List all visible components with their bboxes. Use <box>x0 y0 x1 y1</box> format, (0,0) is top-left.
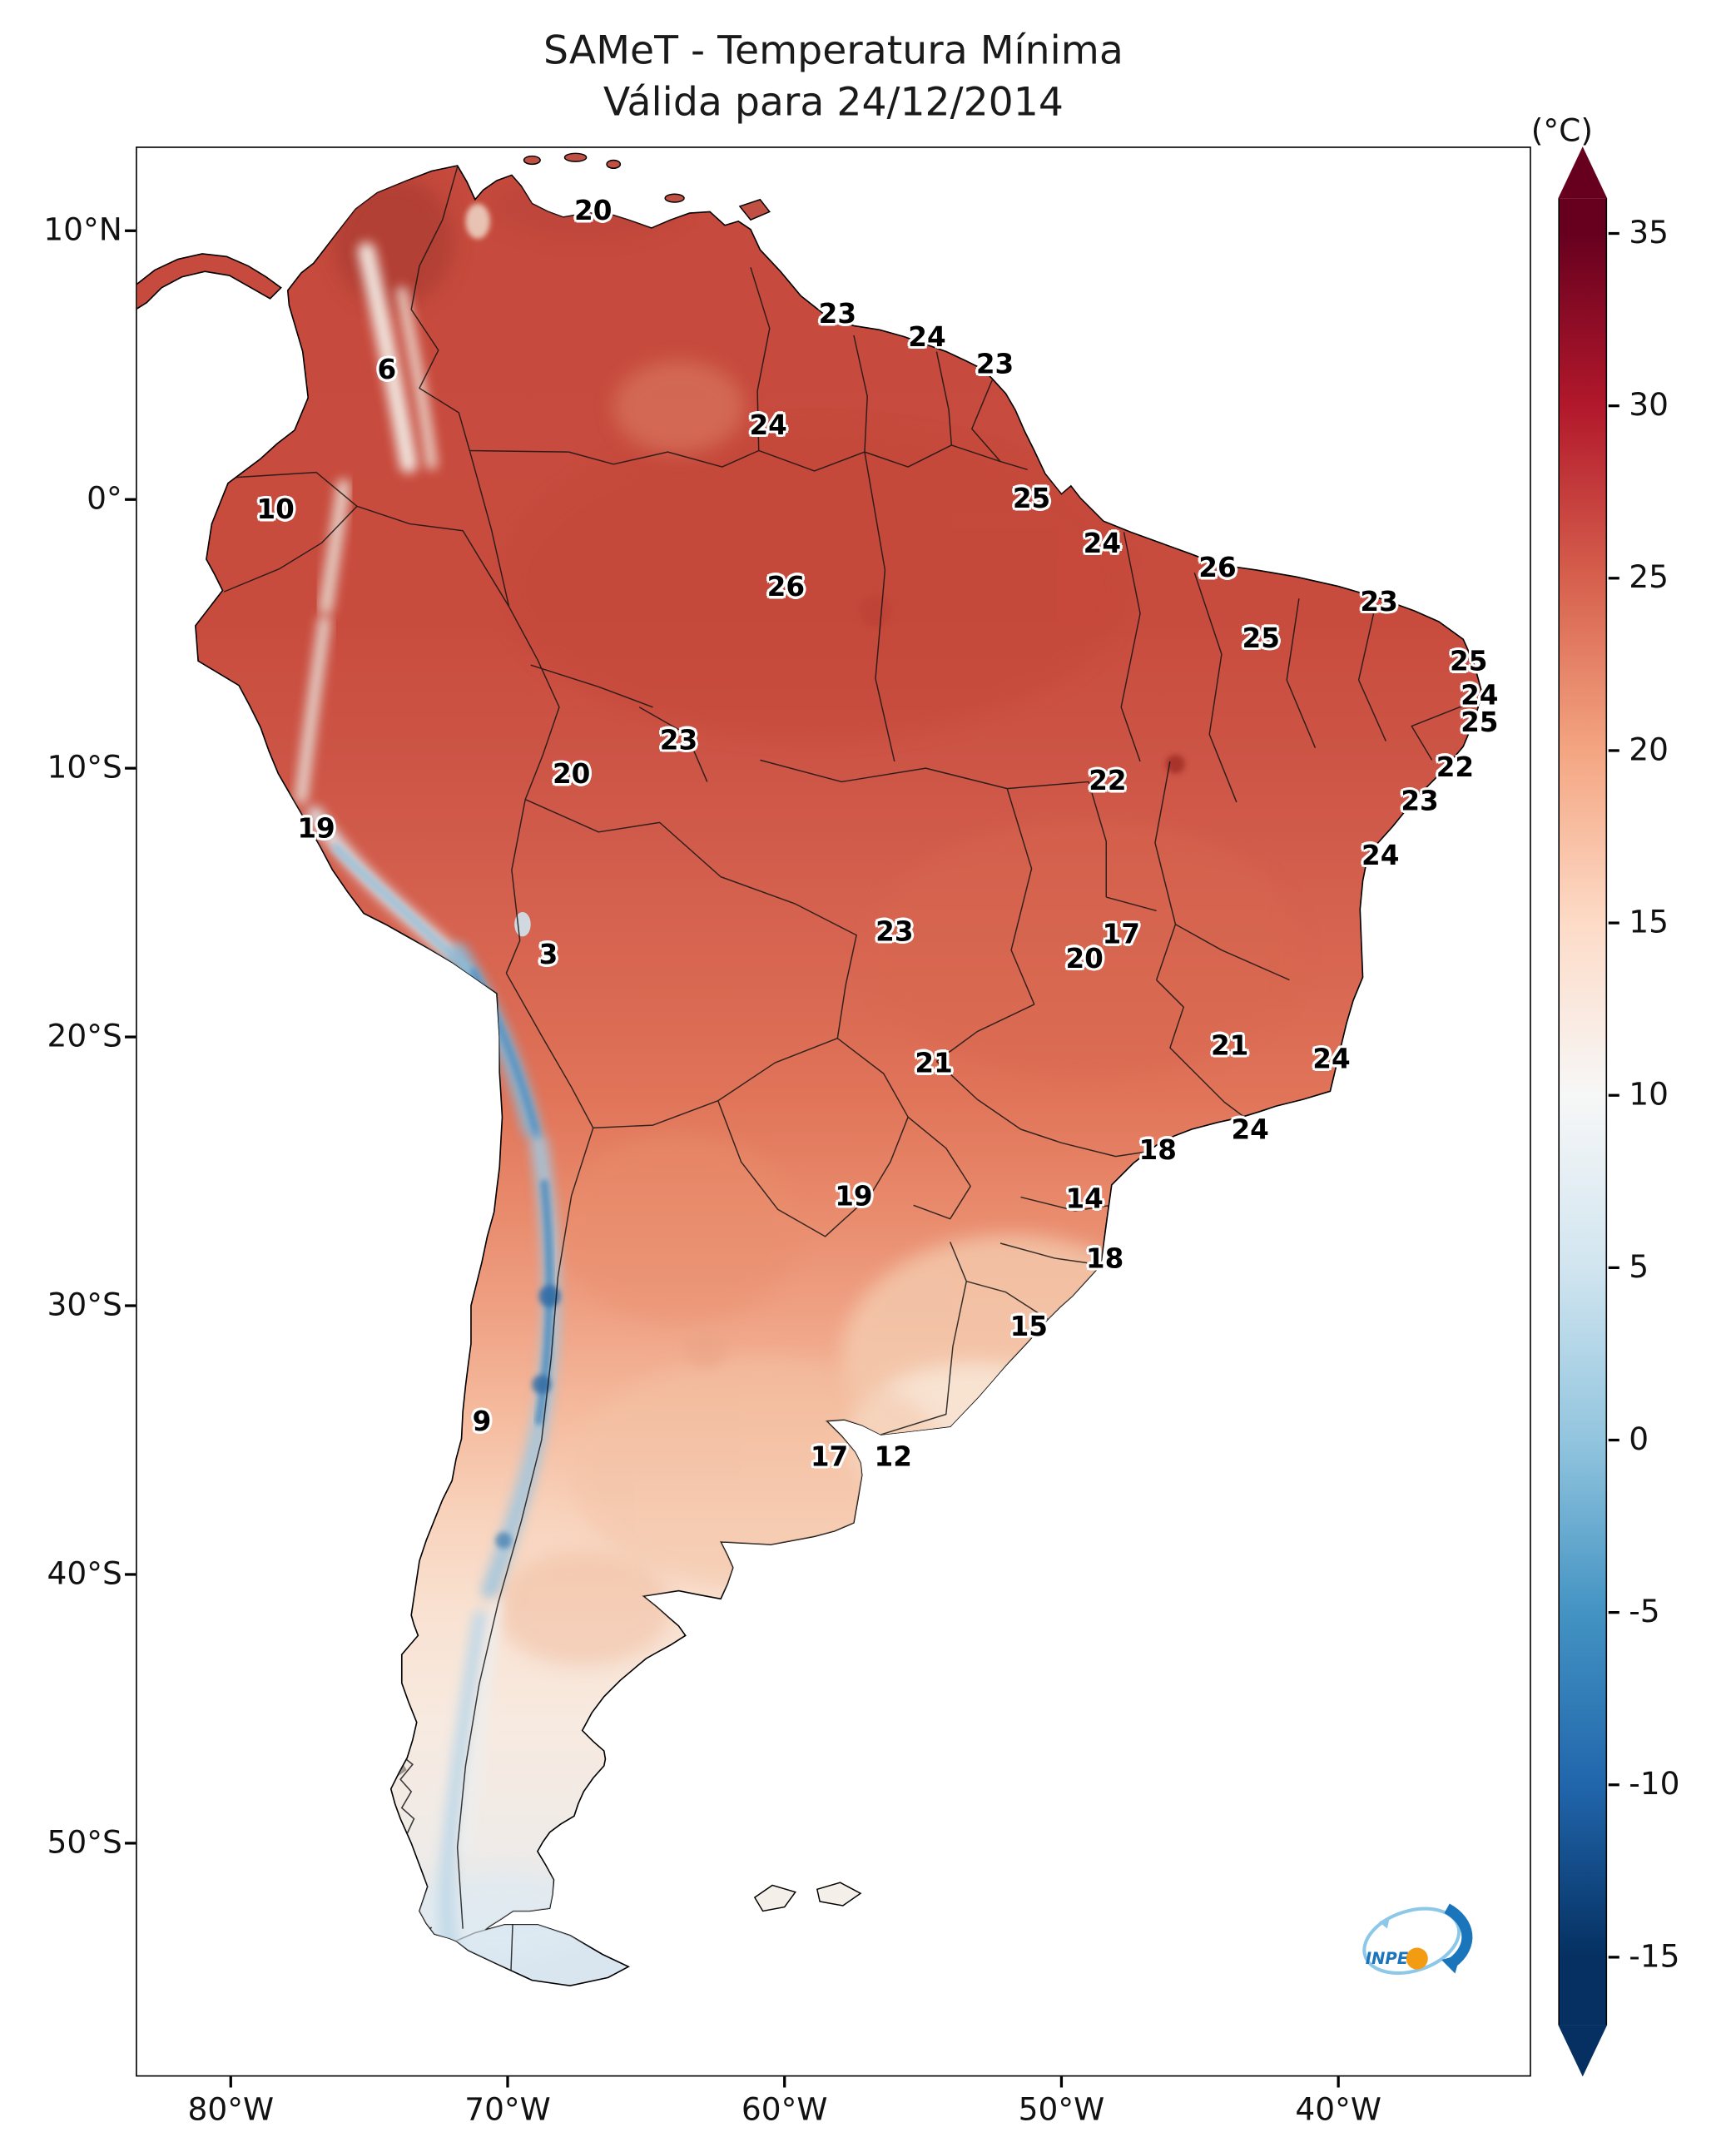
country-and-state-borders <box>223 166 1464 1986</box>
lon-tickmark <box>506 2076 509 2088</box>
colorbar-tick-label: 10 <box>1629 1078 1669 1113</box>
inpe-logo: INPE <box>1352 1887 1482 1995</box>
colorbar-tick-label: 25 <box>1629 560 1669 597</box>
colorbar-tickmark <box>1608 1439 1619 1441</box>
colorbar-tick-label: 0 <box>1629 1422 1649 1458</box>
orbit-icon <box>1362 1907 1461 1976</box>
lon-tick-label: 40°W <box>1295 2093 1381 2129</box>
lon-tickmark <box>230 2076 232 2088</box>
colorbar-tick-label: -15 <box>1629 1939 1680 1976</box>
colorbar-tickmark <box>1608 1956 1619 1959</box>
inpe-logo-text: INPE <box>1366 1949 1409 1968</box>
lat-tickmark <box>125 766 136 770</box>
map-plot-area <box>136 146 1531 2077</box>
colorbar-tick-label: -10 <box>1629 1767 1680 1802</box>
figure-title-line2: Válida para 24/12/2014 <box>603 78 1064 126</box>
colorbar-extend-max-arrow <box>1558 146 1608 199</box>
south-america-map <box>136 152 1483 1986</box>
caribbean-islet-2 <box>563 152 587 162</box>
orbit-arrowhead-icon <box>1379 1916 1391 1929</box>
colorbar-tick-label: -5 <box>1629 1594 1660 1630</box>
panama-isthmus-shape <box>136 252 281 310</box>
islands <box>523 152 861 1912</box>
lon-tick-label: 60°W <box>741 2093 828 2129</box>
colorbar-tick-label: 20 <box>1629 732 1669 769</box>
orange-sphere-icon <box>1406 1947 1428 1970</box>
lat-tick-label: 40°S <box>47 1556 122 1593</box>
andes-cold-band <box>295 241 560 1986</box>
lat-tickmark <box>125 498 136 501</box>
lon-tick-label: 80°W <box>187 2093 275 2129</box>
colorbar-tickmark <box>1608 749 1619 752</box>
colorbar-tickmark <box>1608 404 1619 407</box>
lat-tickmark <box>125 1035 136 1039</box>
colorbar-tick-label: 5 <box>1629 1250 1649 1286</box>
lon-tickmark <box>783 2076 786 2088</box>
falkland-islands-west <box>753 1884 796 1912</box>
lat-tickmark <box>125 1573 136 1576</box>
figure-title-line1: SAMeT - Temperatura Mínima <box>543 27 1123 74</box>
colorbar-tickmark <box>1608 1611 1619 1614</box>
colorbar-tick-label: 15 <box>1629 905 1669 941</box>
lon-tick-label: 70°W <box>464 2093 551 2129</box>
swoosh-arrowhead-icon <box>1441 1954 1461 1974</box>
colorbar-tick-label: 35 <box>1629 216 1669 251</box>
lat-tickmark <box>125 1304 136 1307</box>
caribbean-islet-3 <box>605 159 621 169</box>
lat-tick-label: 50°S <box>47 1825 122 1862</box>
lat-tickmark <box>125 1842 136 1845</box>
colorbar-tickmark <box>1608 1783 1619 1787</box>
lat-tick-label: 10°S <box>47 750 122 786</box>
lat-tick-label: 0° <box>87 482 122 518</box>
lon-tick-label: 50°W <box>1018 2093 1105 2129</box>
colorbar-tickmark <box>1608 577 1619 580</box>
lat-tick-label: 30°S <box>47 1287 122 1324</box>
swoosh-arrow-icon <box>1444 1903 1473 1967</box>
colorbar-unit-label: (°C) <box>1530 114 1594 150</box>
falkland-islands-east <box>816 1881 861 1907</box>
lat-tick-label: 20°S <box>47 1019 122 1055</box>
margarita-island <box>663 193 685 203</box>
colorbar-tickmark <box>1608 232 1619 235</box>
lat-tickmark <box>125 230 136 232</box>
lon-tickmark <box>1060 2076 1063 2088</box>
trinidad-island <box>738 198 771 221</box>
colorbar-gradient <box>1558 198 1608 2026</box>
colorbar-tick-label: 30 <box>1629 388 1669 424</box>
lon-tickmark <box>1337 2076 1340 2088</box>
colorbar-tickmark <box>1608 1093 1619 1097</box>
lat-tick-label: 10°N <box>43 213 122 249</box>
lake-maracaibo <box>464 203 490 239</box>
caribbean-islet-1 <box>523 155 541 165</box>
colorbar-tickmark <box>1608 1267 1619 1269</box>
colorbar-tickmark <box>1608 921 1619 925</box>
colorbar-extend-min-arrow <box>1558 2025 1608 2077</box>
